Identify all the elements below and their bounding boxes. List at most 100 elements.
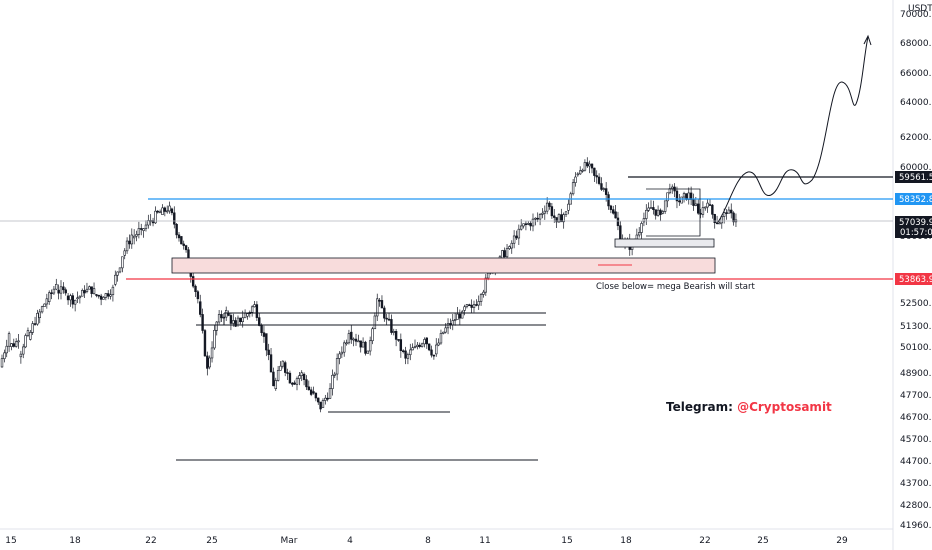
price-tick-label: 68000.00 [900,39,932,49]
candle-body [399,339,403,352]
candle-body [104,293,108,298]
candle-body [95,294,98,296]
candle-body [404,350,407,359]
candle-body [173,212,176,225]
candle-body [340,351,344,355]
candle-body [52,288,56,294]
candle-body [373,315,377,330]
price-tick-label: 44700.00 [900,457,932,467]
candle-body [140,228,143,230]
candle-body [505,248,509,258]
candle-body [704,206,707,209]
tag-resistance-blue-bg [895,193,932,205]
candle-body [10,343,13,347]
candle-body [196,291,200,300]
candle-body [317,397,320,403]
candle-body [701,207,705,215]
candle-body [501,250,504,259]
candle-body [614,211,617,219]
candle-body [432,354,436,357]
projection-path [717,36,869,223]
candle-body [512,235,516,244]
candle-body [57,289,60,294]
candle-body [31,323,34,333]
candle-body [409,349,412,356]
candle-body [302,373,306,380]
candle-body [5,345,8,354]
candle-body [548,202,551,207]
candle-body [295,378,299,385]
candle-body [645,209,648,219]
candle-body [201,314,204,331]
candle-body [45,298,49,305]
candle-body [590,163,594,169]
candle-body [314,392,318,399]
candle-body [102,297,105,300]
candle-body [616,217,620,227]
candle-body [583,162,587,171]
candle-body [352,338,355,341]
candle-body [170,208,174,214]
candle-body [236,317,240,326]
candle-body [335,358,339,375]
candle-body [269,354,273,373]
candle-body [661,211,665,214]
candle-body [206,355,209,369]
candle-body [387,318,391,321]
tag-countdown: 01:57:05 [900,228,932,238]
candle-body [272,371,275,387]
candle-body [78,295,82,299]
time-tick-label: 22 [699,536,710,546]
candle-body [425,337,428,345]
candle-body [142,228,145,231]
candle-body [125,240,129,252]
price-tick-label: 48900.00 [900,369,932,379]
candle-body [486,272,490,279]
candle-body [73,299,77,305]
candle-body [267,349,270,355]
candle-body [154,210,157,224]
candle-body [12,343,15,347]
candle-body [600,183,603,190]
candle-body [234,320,237,327]
candle-body [427,343,431,351]
candle-body [555,217,558,223]
candle-body [482,291,485,295]
candle-body [713,214,716,223]
candle-body [180,236,183,245]
candle-body [144,224,148,230]
price-tick-label: 60000.00 [900,163,932,173]
candle-body [376,298,379,317]
time-tick-label: 22 [145,536,156,546]
candle-body [663,200,667,212]
candle-body [17,340,20,343]
candle-body [675,190,679,202]
candle-body [47,292,51,303]
candle-body [451,320,454,326]
candle-body [109,294,112,297]
candle-body [29,332,32,340]
candle-body [524,223,528,226]
candle-body [62,286,65,291]
price-tick-label: 45700.00 [900,435,932,445]
candle-body [298,375,301,380]
candle-body [647,207,650,211]
candle-body [401,350,405,353]
candle-body [588,163,591,167]
candle-body [116,271,119,276]
candle-body [637,232,641,236]
candle-body [253,304,256,308]
candle-body [397,339,400,341]
candle-body [581,169,584,172]
candle-body [595,175,598,178]
candle-body [527,223,530,225]
telegram-annotation: Telegram: @Cryptosamit [666,400,832,414]
projection-arrowhead-icon [863,34,872,46]
candle-body [510,242,513,249]
price-tick-label: 50100.00 [900,343,932,353]
candle-body [718,222,721,225]
candle-body [597,176,601,184]
candle-body [71,295,75,305]
candle-body [161,207,164,216]
candle-body [331,374,334,389]
